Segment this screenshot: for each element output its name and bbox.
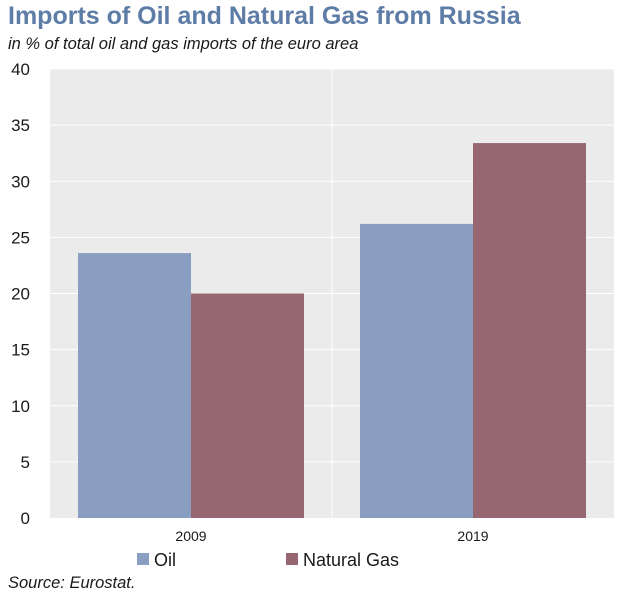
bar-oil-2009 xyxy=(78,253,191,518)
legend-label: Natural Gas xyxy=(303,550,399,570)
legend-swatch xyxy=(137,553,149,565)
y-tick-label: 20 xyxy=(11,285,30,304)
chart-title: Imports of Oil and Natural Gas from Russ… xyxy=(8,2,521,30)
y-tick-label: 5 xyxy=(21,453,30,472)
bar-oil-2019 xyxy=(360,223,473,518)
x-tick-label: 2019 xyxy=(457,528,488,544)
y-axis-ticks: 0 5 10 15 20 25 30 35 40 xyxy=(11,60,30,528)
y-tick-label: 40 xyxy=(11,60,30,79)
legend-swatch xyxy=(286,553,298,565)
bar-natural-gas-2009 xyxy=(191,293,304,518)
bar-natural-gas-2019 xyxy=(473,143,586,518)
legend: Oil Natural Gas xyxy=(137,550,399,570)
y-tick-label: 0 xyxy=(21,509,30,528)
bars xyxy=(78,143,586,518)
y-tick-label: 30 xyxy=(11,172,30,191)
y-tick-label: 10 xyxy=(11,397,30,416)
y-tick-label: 35 xyxy=(11,116,30,135)
source-note: Source: Eurostat. xyxy=(8,574,136,592)
x-axis-ticks: 2009 2019 xyxy=(175,528,488,544)
y-tick-label: 25 xyxy=(11,228,30,247)
chart-subtitle: in % of total oil and gas imports of the… xyxy=(8,35,359,53)
legend-label: Oil xyxy=(154,550,176,570)
x-tick-label: 2009 xyxy=(175,528,206,544)
y-tick-label: 15 xyxy=(11,341,30,360)
